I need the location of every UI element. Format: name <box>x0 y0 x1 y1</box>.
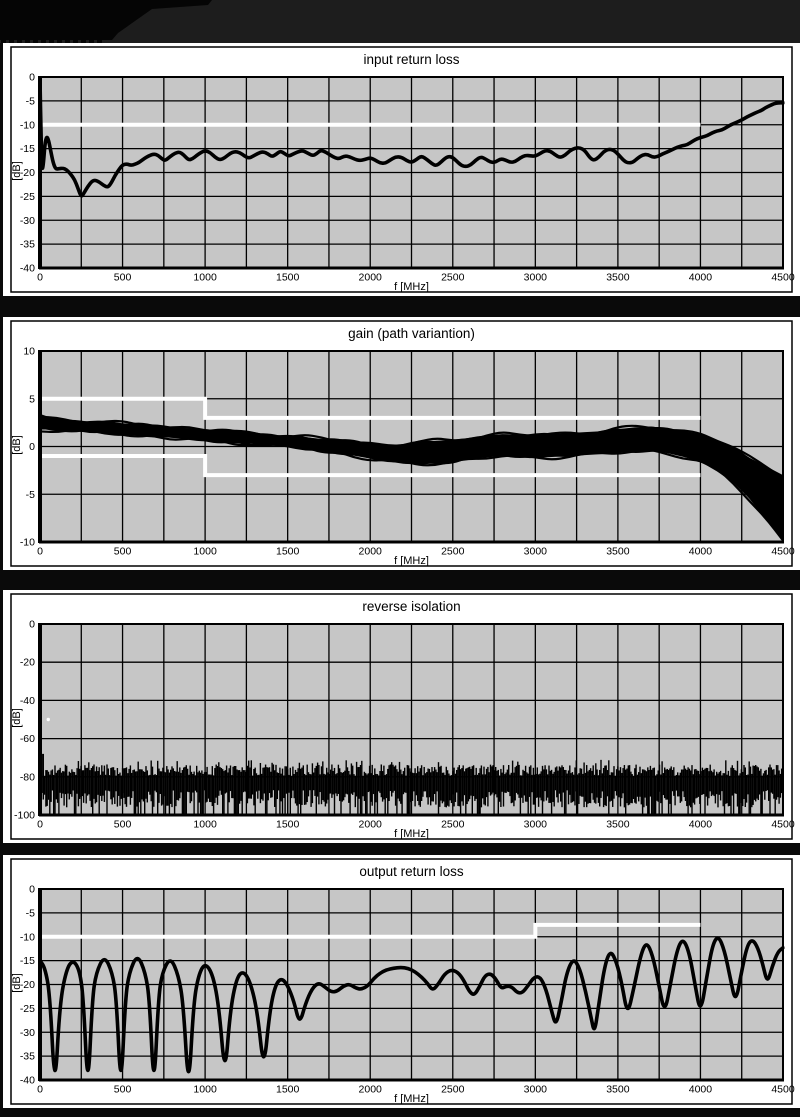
svg-text:3000: 3000 <box>524 819 548 831</box>
svg-text:-5: -5 <box>26 907 35 919</box>
svg-text:500: 500 <box>114 1084 132 1096</box>
svg-text:0: 0 <box>29 72 35 84</box>
x-axis-label: f [MHz] <box>394 281 429 293</box>
reverse-isolation-plot: 0 500 1000 1500 2000 2500 3000 3500 4000 4500 0 -20… <box>10 593 795 840</box>
svg-text:2000: 2000 <box>359 819 383 831</box>
input-return-loss-plot: 0 500 1000 1500 2000 2500 3000 3500 4000 4500 0 -5 -… <box>10 46 795 293</box>
svg-text:-30: -30 <box>20 215 35 227</box>
svg-text:0: 0 <box>37 1084 43 1096</box>
svg-text:-10: -10 <box>20 119 35 131</box>
svg-text:500: 500 <box>114 546 132 558</box>
svg-text:-40: -40 <box>20 695 35 707</box>
svg-text:4000: 4000 <box>689 546 713 558</box>
svg-text:5: 5 <box>29 393 35 405</box>
svg-text:1500: 1500 <box>276 546 300 558</box>
svg-text:1500: 1500 <box>276 819 300 831</box>
svg-text:-15: -15 <box>20 143 35 155</box>
chart-title: input return loss <box>363 52 460 67</box>
svg-text:3500: 3500 <box>606 1084 630 1096</box>
svg-text:3500: 3500 <box>606 819 630 831</box>
svg-text:2500: 2500 <box>441 819 465 831</box>
svg-text:2500: 2500 <box>441 546 465 558</box>
svg-text:4500: 4500 <box>771 272 795 284</box>
svg-text:-25: -25 <box>20 191 35 203</box>
svg-text:3500: 3500 <box>606 546 630 558</box>
svg-text:-80: -80 <box>20 771 35 783</box>
header-bar <box>0 0 800 43</box>
svg-text:1500: 1500 <box>276 1084 300 1096</box>
svg-text:-40: -40 <box>20 1075 35 1087</box>
svg-text:1500: 1500 <box>276 272 300 284</box>
y-axis-label: [dB] <box>11 161 23 181</box>
svg-text:-60: -60 <box>20 733 35 745</box>
svg-text:-15: -15 <box>20 955 35 967</box>
svg-text:1000: 1000 <box>193 1084 217 1096</box>
svg-text:4000: 4000 <box>689 272 713 284</box>
svg-text:2000: 2000 <box>359 1084 383 1096</box>
svg-text:4500: 4500 <box>771 819 795 831</box>
svg-text:4500: 4500 <box>771 1084 795 1096</box>
svg-text:0: 0 <box>37 272 43 284</box>
svg-text:1000: 1000 <box>193 546 217 558</box>
svg-text:3000: 3000 <box>524 546 548 558</box>
chart-panel-input-return-loss: 0 500 1000 1500 2000 2500 3000 3500 4000 4500 0 -5 -… <box>3 43 800 296</box>
chart-panel-reverse-isolation: 0 500 1000 1500 2000 2500 3000 3500 4000 4500 0 -20… <box>3 590 800 843</box>
chart-title: gain (path variantion) <box>348 326 475 341</box>
svg-text:-35: -35 <box>20 239 35 251</box>
svg-text:-20: -20 <box>20 979 35 991</box>
chart-panel-output-return-loss: 0 500 1000 1500 2000 2500 3000 3500 4000 4500 0 -5 -… <box>3 855 800 1108</box>
svg-text:0: 0 <box>37 819 43 831</box>
svg-text:-25: -25 <box>20 1003 35 1015</box>
svg-text:500: 500 <box>114 272 132 284</box>
svg-text:3000: 3000 <box>524 1084 548 1096</box>
svg-text:0: 0 <box>37 546 43 558</box>
svg-text:2000: 2000 <box>359 272 383 284</box>
svg-text:-40: -40 <box>20 263 35 275</box>
svg-text:0: 0 <box>29 441 35 453</box>
x-axis-label: f [MHz] <box>394 555 429 567</box>
redacted-logo <box>0 0 212 43</box>
svg-text:-10: -10 <box>20 931 35 943</box>
x-axis-label: f [MHz] <box>394 828 429 840</box>
chart-title: reverse isolation <box>362 599 461 614</box>
svg-text:3500: 3500 <box>606 272 630 284</box>
svg-text:0: 0 <box>29 884 35 896</box>
svg-text:-35: -35 <box>20 1051 35 1063</box>
y-axis-label: [dB] <box>11 435 23 455</box>
gain-path-variation-plot: 0 500 1000 1500 2000 2500 3000 3500 4000 4500 10 5 0… <box>10 320 795 567</box>
chart-panel-gain-path-variation: 0 500 1000 1500 2000 2500 3000 3500 4000 4500 10 5 0… <box>3 317 800 570</box>
y-axis-label: [dB] <box>11 708 23 728</box>
y-axis-label: [dB] <box>11 973 23 993</box>
svg-text:1000: 1000 <box>193 819 217 831</box>
x-axis-label: f [MHz] <box>394 1093 429 1105</box>
svg-text:2000: 2000 <box>359 546 383 558</box>
svg-text:-10: -10 <box>20 537 35 549</box>
svg-text:-20: -20 <box>20 657 35 669</box>
svg-text:4000: 4000 <box>689 819 713 831</box>
svg-text:3000: 3000 <box>524 272 548 284</box>
svg-text:4500: 4500 <box>771 546 795 558</box>
svg-text:-5: -5 <box>26 489 35 501</box>
svg-text:-100: -100 <box>14 810 35 822</box>
svg-text:-30: -30 <box>20 1027 35 1039</box>
svg-text:-20: -20 <box>20 167 35 179</box>
chart-title: output return loss <box>359 864 464 879</box>
svg-text:1000: 1000 <box>193 272 217 284</box>
svg-text:4000: 4000 <box>689 1084 713 1096</box>
svg-text:10: 10 <box>23 346 35 358</box>
svg-text:2500: 2500 <box>441 1084 465 1096</box>
svg-text:0: 0 <box>29 619 35 631</box>
output-return-loss-plot: 0 500 1000 1500 2000 2500 3000 3500 4000 4500 0 -5 -… <box>10 858 795 1105</box>
svg-text:-5: -5 <box>26 95 35 107</box>
svg-text:500: 500 <box>114 819 132 831</box>
svg-text:2500: 2500 <box>441 272 465 284</box>
